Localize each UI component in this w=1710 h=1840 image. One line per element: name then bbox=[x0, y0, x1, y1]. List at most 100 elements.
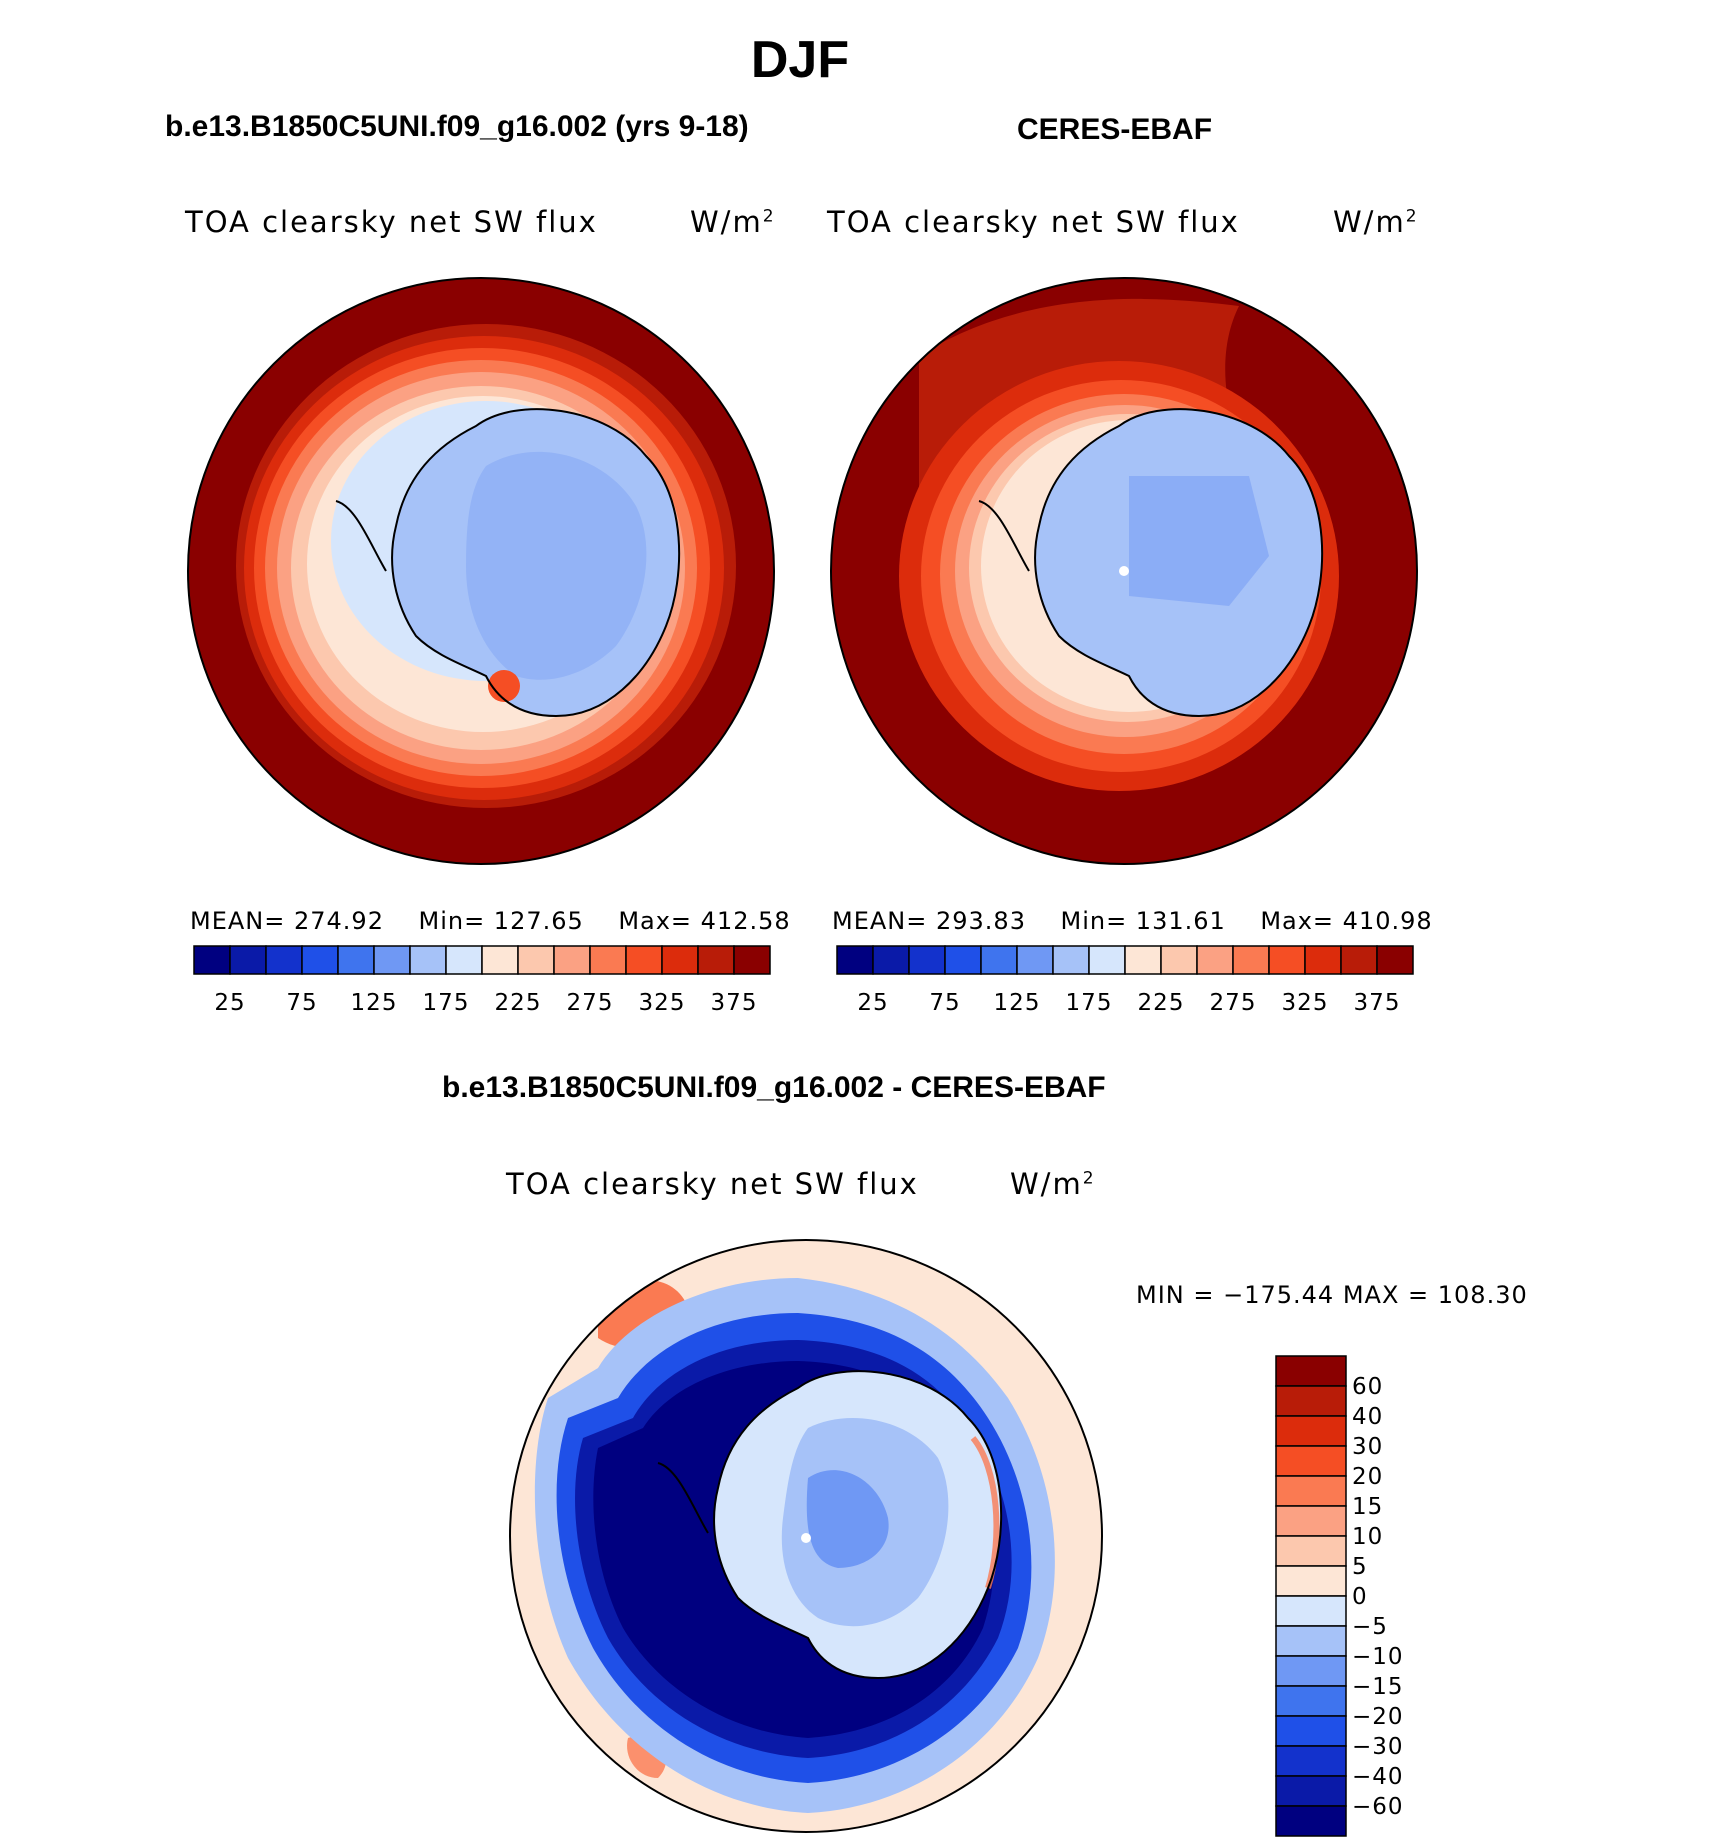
diff-colorbar-swatch bbox=[1275, 1655, 1347, 1687]
panel-1-colorbar-tick-label: 225 bbox=[495, 990, 542, 1016]
diff-colorbar-tick-label: −10 bbox=[1352, 1644, 1404, 1670]
diff-colorbar-swatch bbox=[1275, 1385, 1347, 1417]
panel-2-variable: TOA clearsky net SW flux bbox=[827, 205, 1240, 239]
diff-colorbar-tick-label: −40 bbox=[1352, 1764, 1404, 1790]
panel-2-colorbar-swatch bbox=[836, 945, 874, 975]
panel-1-max: Max= 412.58 bbox=[618, 907, 791, 935]
panel-2-colorbar-swatch bbox=[944, 945, 982, 975]
diff-colorbar-tick-label: −5 bbox=[1352, 1614, 1388, 1640]
diff-colorbar-swatch bbox=[1275, 1715, 1347, 1747]
panel-1-title: b.e13.B1850C5UNI.f09_g16.002 (yrs 9-18) bbox=[165, 110, 749, 143]
panel-1-colorbar-tick-label: 275 bbox=[567, 990, 614, 1016]
diff-colorbar-tick-label: 40 bbox=[1352, 1404, 1383, 1430]
panel-2-colorbar-swatch bbox=[980, 945, 1018, 975]
diff-colorbar-swatch bbox=[1275, 1595, 1347, 1627]
panel-2-colorbar-swatch bbox=[1196, 945, 1234, 975]
panel-2-units: W/m2 bbox=[1333, 205, 1419, 239]
diff-colorbar-swatch bbox=[1275, 1625, 1347, 1657]
panel-2-colorbar-tick-label: 375 bbox=[1354, 990, 1401, 1016]
panel-2-colorbar-swatch bbox=[1376, 945, 1414, 975]
diff-colorbar: 60 40 30 20 15 10 5 0 −5 −10 −15 −20 −30 −40 −60 bbox=[1275, 1355, 1404, 1837]
panel-2-stats: MEAN= 293.83 Min= 131.61 Max= 410.98 bbox=[832, 907, 1433, 935]
diff-colorbar-swatch bbox=[1275, 1415, 1347, 1447]
panel-2-colorbar-swatch bbox=[1052, 945, 1090, 975]
panel-1-colorbar-swatch bbox=[517, 945, 555, 975]
diff-colorbar-swatch bbox=[1275, 1775, 1347, 1807]
panel-1-units: W/m2 bbox=[690, 205, 776, 239]
panel-2-colorbar-swatch bbox=[1016, 945, 1054, 975]
diff-colorbar-swatch bbox=[1275, 1745, 1347, 1777]
panel-1-colorbar-swatch bbox=[553, 945, 591, 975]
panel-1-colorbar-swatch bbox=[373, 945, 411, 975]
panel-2-colorbar-tick-label: 325 bbox=[1282, 990, 1329, 1016]
panel-1-colorbar-swatch bbox=[193, 945, 231, 975]
panel-1-map bbox=[187, 277, 775, 865]
panel-2-map bbox=[830, 277, 1418, 865]
panel-1-colorbar-tick-label: 125 bbox=[351, 990, 398, 1016]
panel-2-mean: MEAN= 293.83 bbox=[832, 907, 1026, 935]
panel-1-mean: MEAN= 274.92 bbox=[190, 907, 384, 935]
panel-1-colorbar-tick-label: 75 bbox=[286, 990, 317, 1016]
panel-2-colorbar-swatch bbox=[1088, 945, 1126, 975]
diff-colorbar-tick-label: 5 bbox=[1352, 1554, 1368, 1580]
diff-colorbar-swatch bbox=[1275, 1475, 1347, 1507]
panel-1-colorbar: 25 75 125 175 225 275 325 375 bbox=[193, 945, 771, 1016]
panel-2-colorbar-swatch bbox=[872, 945, 910, 975]
diff-variable: TOA clearsky net SW flux bbox=[506, 1167, 919, 1201]
diff-colorbar-tick-label: 20 bbox=[1352, 1464, 1383, 1490]
diff-colorbar-swatch bbox=[1275, 1685, 1347, 1717]
diff-colorbar-swatch bbox=[1275, 1535, 1347, 1567]
diff-map bbox=[509, 1239, 1103, 1833]
diff-colorbar-tick-label: 30 bbox=[1352, 1434, 1383, 1460]
panel-2-title: CERES-EBAF bbox=[1017, 113, 1213, 146]
panel-1-colorbar-swatch bbox=[229, 945, 267, 975]
panel-1-colorbar-tick-label: 25 bbox=[214, 990, 245, 1016]
diff-colorbar-tick-label: 10 bbox=[1352, 1524, 1383, 1550]
panel-1-colorbar-swatch bbox=[661, 945, 699, 975]
panel-2-colorbar-tick-label: 225 bbox=[1138, 990, 1185, 1016]
diff-colorbar-swatch bbox=[1275, 1805, 1347, 1837]
panel-2-colorbar-swatch bbox=[1268, 945, 1306, 975]
panel-1-colorbar-swatch bbox=[301, 945, 339, 975]
panel-2-colorbar-tick-label: 25 bbox=[857, 990, 888, 1016]
panel-2-colorbar-tick-label: 175 bbox=[1066, 990, 1113, 1016]
panel-1-colorbar-swatch bbox=[445, 945, 483, 975]
diff-colorbar-swatch bbox=[1275, 1445, 1347, 1477]
diff-colorbar-swatch bbox=[1275, 1505, 1347, 1537]
panel-2-colorbar-tick-label: 275 bbox=[1210, 990, 1257, 1016]
panel-2-colorbar: 25 75 125 175 225 275 325 375 bbox=[836, 945, 1414, 1016]
panel-1-colorbar-swatch bbox=[337, 945, 375, 975]
panel-1-colorbar-swatch bbox=[697, 945, 735, 975]
diff-colorbar-tick-label: 15 bbox=[1352, 1494, 1383, 1520]
diff-minmax: MIN = −175.44 MAX = 108.30 bbox=[1136, 1281, 1528, 1309]
panel-2-max: Max= 410.98 bbox=[1260, 907, 1433, 935]
panel-2-colorbar-swatch bbox=[1160, 945, 1198, 975]
diff-colorbar-tick-label: −20 bbox=[1352, 1704, 1404, 1730]
diff-colorbar-swatch bbox=[1275, 1355, 1347, 1387]
panel-1-colorbar-swatch bbox=[625, 945, 663, 975]
diff-colorbar-tick-label: −30 bbox=[1352, 1734, 1404, 1760]
diff-title: b.e13.B1850C5UNI.f09_g16.002 - CERES-EBA… bbox=[442, 1071, 1106, 1104]
panel-2-colorbar-swatch bbox=[1124, 945, 1162, 975]
panel-1-variable: TOA clearsky net SW flux bbox=[185, 205, 598, 239]
panel-1-colorbar-swatch bbox=[733, 945, 771, 975]
diff-colorbar-tick-label: −15 bbox=[1352, 1674, 1404, 1700]
page-title: DJF bbox=[750, 31, 850, 89]
diff-colorbar-tick-label: 0 bbox=[1352, 1584, 1368, 1610]
diff-units: W/m2 bbox=[1010, 1167, 1096, 1201]
panel-2-colorbar-swatch bbox=[1232, 945, 1270, 975]
panel-1-colorbar-swatch bbox=[265, 945, 303, 975]
panel-1-colorbar-tick-label: 325 bbox=[639, 990, 686, 1016]
panel-1-colorbar-swatch bbox=[481, 945, 519, 975]
panel-1-colorbar-swatch bbox=[589, 945, 627, 975]
panel-2-min: Min= 131.61 bbox=[1060, 907, 1226, 935]
panel-1-colorbar-swatch bbox=[409, 945, 447, 975]
panel-1-colorbar-tick-label: 175 bbox=[423, 990, 470, 1016]
panel-2-colorbar-swatch bbox=[1340, 945, 1378, 975]
panel-1-colorbar-tick-label: 375 bbox=[711, 990, 758, 1016]
panel-1-stats: MEAN= 274.92 Min= 127.65 Max= 412.58 bbox=[190, 907, 791, 935]
diff-colorbar-tick-label: −60 bbox=[1352, 1794, 1404, 1820]
panel-1-min: Min= 127.65 bbox=[418, 907, 584, 935]
diff-colorbar-tick-label: 60 bbox=[1352, 1374, 1383, 1400]
diff-colorbar-swatch bbox=[1275, 1565, 1347, 1597]
